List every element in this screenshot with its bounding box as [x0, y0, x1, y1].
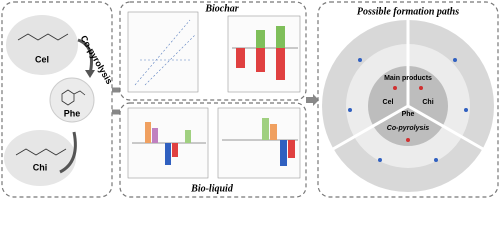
arrow [59, 131, 77, 174]
phe-label: Phe [64, 108, 81, 118]
vk-diagram [127, 11, 199, 93]
bio-liquid-title: Bio-liquid [190, 183, 234, 194]
right-title: Possible formation paths [357, 6, 459, 17]
left-panel [1, 1, 113, 198]
molecule-dots [348, 58, 468, 162]
bar [280, 140, 287, 166]
phe-structure [61, 89, 86, 106]
bar [152, 128, 158, 143]
bar [270, 124, 277, 140]
bar [145, 122, 151, 143]
bar [172, 143, 178, 157]
biochar-panel [119, 1, 307, 101]
phe-sector-label: Phe [402, 111, 415, 118]
main-products-label: Main products [384, 75, 432, 82]
vk-lines [134, 19, 196, 86]
phe-image [49, 77, 95, 123]
chitin-structure [15, 148, 67, 156]
arrow-head [85, 70, 95, 78]
arrow [77, 38, 93, 75]
chi-sector-label: Chi [422, 99, 433, 106]
cellulose-structure [17, 33, 69, 41]
arrow-head [313, 94, 319, 106]
chitin-image [4, 130, 76, 186]
cellulose-image [6, 15, 78, 75]
molecule-dots [393, 86, 423, 142]
bar [276, 26, 285, 48]
chi-label: Chi [33, 162, 48, 172]
cel-sector-label: Cel [383, 99, 394, 106]
ring-dividers [332, 20, 484, 151]
right-panel [317, 1, 499, 198]
graphical-abstract: Cel Phe Chi Co-pyrolysis Biochar Bio-liq… [1, 1, 499, 198]
bar [256, 48, 265, 72]
bar [288, 140, 295, 158]
process-label: Co-pyrolysis [79, 34, 115, 86]
bar [276, 48, 285, 80]
bio-liquid-chart-2 [217, 107, 301, 179]
arrow [112, 87, 120, 115]
center-label: Co-pyrolysis [387, 125, 430, 132]
bar [236, 48, 245, 68]
bio-liquid-panel [119, 102, 307, 198]
bar [256, 30, 265, 48]
biochar-title: Biochar [204, 3, 238, 14]
cel-label: Cel [35, 54, 49, 64]
bar [262, 118, 269, 140]
bar [165, 143, 171, 165]
bar [185, 130, 191, 143]
